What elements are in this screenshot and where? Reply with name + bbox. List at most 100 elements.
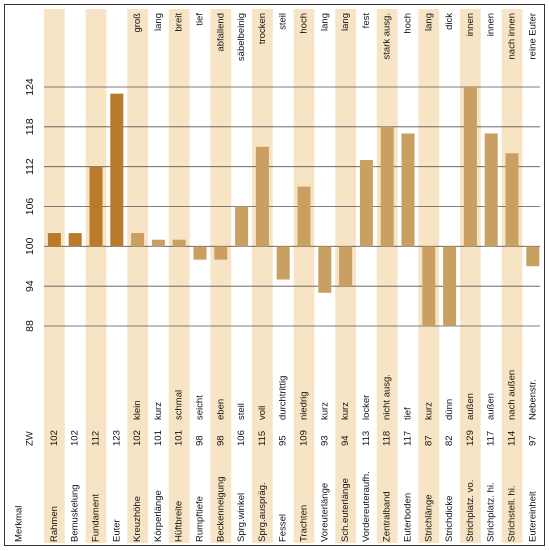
breeding-value: 117: [486, 431, 497, 446]
bar-strichlänge: [422, 246, 436, 326]
breeding-value: 112: [91, 431, 102, 446]
breeding-value: 129: [465, 430, 476, 446]
trait-low-label: eben: [215, 399, 226, 420]
trait-low-label: kurz: [319, 402, 330, 420]
row-stripe: [376, 9, 398, 543]
row-stripe: [85, 9, 107, 543]
trait-high-label: abfallend: [215, 13, 226, 52]
trait-low-label: nach außen: [507, 370, 518, 420]
breeding-value: 87: [423, 435, 434, 446]
y-tick-label: 88: [24, 320, 36, 332]
trait-high-label: steil: [278, 13, 289, 30]
trait-high-label: nach innen: [507, 13, 518, 59]
trait-low-label: locker: [361, 395, 372, 420]
breeding-value: 113: [361, 431, 372, 446]
trait-low-label: durchtrittig: [278, 376, 289, 420]
trait-name: Trachten: [299, 505, 310, 542]
y-tick-label: 118: [24, 118, 36, 135]
bar-vordereuteraufh: [359, 160, 373, 247]
gridlines: [44, 86, 540, 327]
trait-name: Rumpftiefe: [195, 496, 206, 542]
breeding-value: 114: [507, 431, 518, 446]
trait-high-label: hoch: [299, 13, 310, 34]
trait-name: Euterboden: [403, 493, 414, 542]
trait-low-label: kurz: [153, 402, 164, 420]
trait-high-label: innen: [486, 13, 497, 36]
trait-name: Sprg.winkel: [236, 493, 247, 542]
trait-name: Vordereuteraufh.: [361, 471, 372, 542]
breeding-value: 118: [382, 431, 393, 446]
trait-high-label: reine Euter: [527, 13, 538, 59]
row-stripe: [501, 9, 523, 543]
trait-name: Strichdicke: [444, 496, 455, 542]
breeding-value: 101: [153, 430, 164, 446]
trait-name: Sch.euterlänge: [340, 478, 351, 542]
bar-rumpftiefe: [193, 246, 207, 260]
trait-low-label: kurz: [340, 402, 351, 420]
trait-name: Strichlänge: [423, 494, 434, 542]
trait-low-label: außen: [486, 393, 497, 420]
trait-low-label: schmal: [174, 390, 185, 420]
trait-name: Fundament: [91, 494, 102, 542]
bar-eutereinheit: [526, 246, 540, 267]
trait-low-label: klein: [132, 400, 143, 420]
trait-name: Eutereinheit: [527, 491, 538, 542]
y-tick-label: 94: [24, 280, 36, 292]
bar-sprg-winkel: [235, 206, 249, 247]
row-stripe: [252, 9, 273, 543]
breeding-value: 117: [403, 431, 414, 446]
y-tick-label: 100: [24, 237, 36, 255]
row-stripe: [293, 9, 315, 543]
breeding-value: 106: [236, 430, 247, 446]
bar-sprg-auspräg: [255, 146, 269, 247]
trait-low-label: niedrig: [299, 391, 310, 420]
breeding-value: 115: [257, 431, 268, 446]
bar-euterboden: [401, 133, 415, 247]
bar-zentralband: [380, 126, 394, 247]
breeding-value: 82: [444, 435, 455, 446]
trait-low-label: seicht: [195, 395, 206, 420]
trait-high-label: fest: [361, 13, 372, 29]
trait-low-label: tief: [403, 407, 414, 420]
row-stripe: [168, 9, 190, 543]
trait-name: Beckenneigung: [215, 477, 226, 543]
trait-name: Hüftbreite: [174, 501, 185, 542]
trait-high-label: breit: [174, 13, 185, 32]
trait-name: Strichstell. hi.: [507, 486, 518, 543]
trait-name: Sprg.auspräg.: [257, 482, 268, 542]
trait-low-label: dünn: [444, 399, 455, 420]
bars: [47, 87, 540, 326]
trait-high-label: stark ausg.: [382, 13, 393, 59]
row-stripe: [210, 9, 232, 543]
bar-kreuzhöhe: [131, 233, 145, 247]
breeding-value: 109: [299, 430, 310, 446]
breeding-value: 102: [49, 430, 60, 446]
breeding-value: 98: [215, 435, 226, 446]
zw-header: ZW: [25, 431, 36, 446]
trait-high-label: lang: [319, 13, 330, 31]
bar-voreuterlänge: [318, 246, 332, 293]
row-labels: Rahmen 102 Bemuskelung 102 Fundament 112 Euter…: [49, 13, 538, 542]
bar-strichstell-hi: [505, 153, 519, 247]
trait-low-label: voll: [257, 406, 268, 420]
trait-name: Kreuzhöhe: [132, 496, 143, 542]
y-tick-label: 124: [24, 78, 36, 96]
bar-strichplatz-hi: [484, 133, 498, 247]
trait-name: Bemuskelung: [70, 484, 81, 542]
merkmal-header: Merkmal: [14, 506, 25, 542]
trait-high-label: dick: [444, 13, 455, 30]
trait-high-label: säbelbeinig: [236, 13, 247, 61]
y-tick-label: 106: [24, 198, 36, 216]
trait-name: Zentralband: [382, 491, 393, 542]
trait-low-label: steil: [236, 403, 247, 420]
bar-strichdicke: [443, 246, 457, 326]
bar-trachten: [297, 186, 311, 247]
breeding-value: 95: [278, 435, 289, 446]
breeding-value: 94: [340, 435, 351, 446]
trait-high-label: lang: [423, 13, 434, 31]
breeding-value: 93: [319, 435, 330, 446]
bar-sch-euterlänge: [339, 246, 353, 287]
trait-name: Voreuterlänge: [319, 483, 330, 542]
breeding-value: 102: [70, 430, 81, 446]
